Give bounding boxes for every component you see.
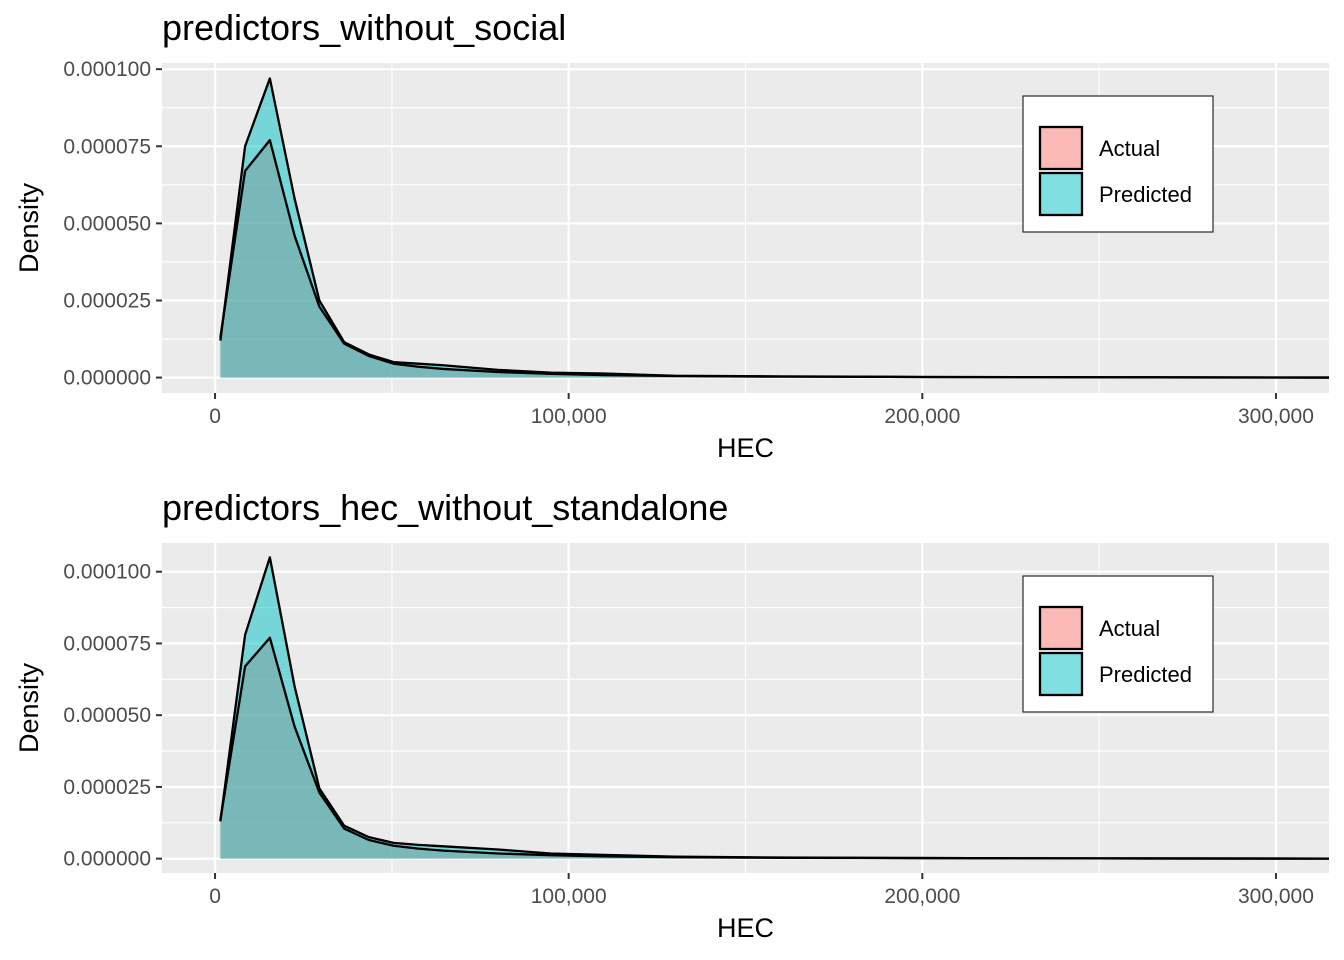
legend-key-actual	[1038, 125, 1084, 171]
legend-key-predicted	[1038, 171, 1084, 217]
legend-key-predicted	[1038, 651, 1084, 697]
density-area-predicted	[220, 557, 1330, 859]
density-area-predicted	[220, 78, 1330, 378]
x-tick-label: 0	[209, 885, 221, 908]
legend-key-actual	[1038, 605, 1084, 651]
x-tick-label: 0	[209, 405, 221, 428]
legend-label-actual: Actual	[1099, 136, 1160, 161]
x-tick-label: 100,000	[531, 885, 607, 908]
legend-label-predicted: Predicted	[1099, 662, 1192, 687]
chart-title: predictors_hec_without_standalone	[162, 487, 728, 528]
x-tick-label: 200,000	[884, 405, 960, 428]
chart-title: predictors_without_social	[162, 7, 566, 48]
y-tick-label: 0.000000	[63, 848, 151, 871]
chart-panel-2: predictors_hec_without_standalone 0.00000…	[14, 487, 1330, 943]
x-tick-label: 200,000	[884, 885, 960, 908]
y-axis-title: Density	[14, 182, 44, 273]
density-line-predicted	[219, 556, 1330, 860]
y-tick-label: 0.000050	[63, 704, 151, 727]
y-axis-title: Density	[14, 662, 44, 753]
y-tick-label: 0.000075	[63, 632, 151, 655]
y-tick-label: 0.000000	[63, 367, 151, 390]
x-axis-title: HEC	[717, 433, 774, 463]
legend-label-actual: Actual	[1099, 616, 1160, 641]
x-tick-label: 300,000	[1238, 885, 1314, 908]
x-tick-label: 300,000	[1238, 405, 1314, 428]
x-tick-label: 100,000	[531, 405, 607, 428]
y-tick-label: 0.000100	[63, 58, 151, 81]
density-line-predicted	[219, 77, 1330, 379]
y-tick-label: 0.000050	[63, 212, 151, 235]
legend: Actual Predicted	[1022, 575, 1214, 713]
y-tick-label: 0.000025	[63, 289, 151, 312]
y-tick-label: 0.000075	[63, 135, 151, 158]
chart-panel-1: predictors_without_social 0.000000 0.00002…	[14, 7, 1330, 463]
y-tick-label: 0.000100	[63, 561, 151, 584]
legend-label-predicted: Predicted	[1099, 182, 1192, 207]
x-axis-title: HEC	[717, 913, 774, 943]
legend: Actual Predicted	[1022, 95, 1214, 233]
y-tick-label: 0.000025	[63, 776, 151, 799]
